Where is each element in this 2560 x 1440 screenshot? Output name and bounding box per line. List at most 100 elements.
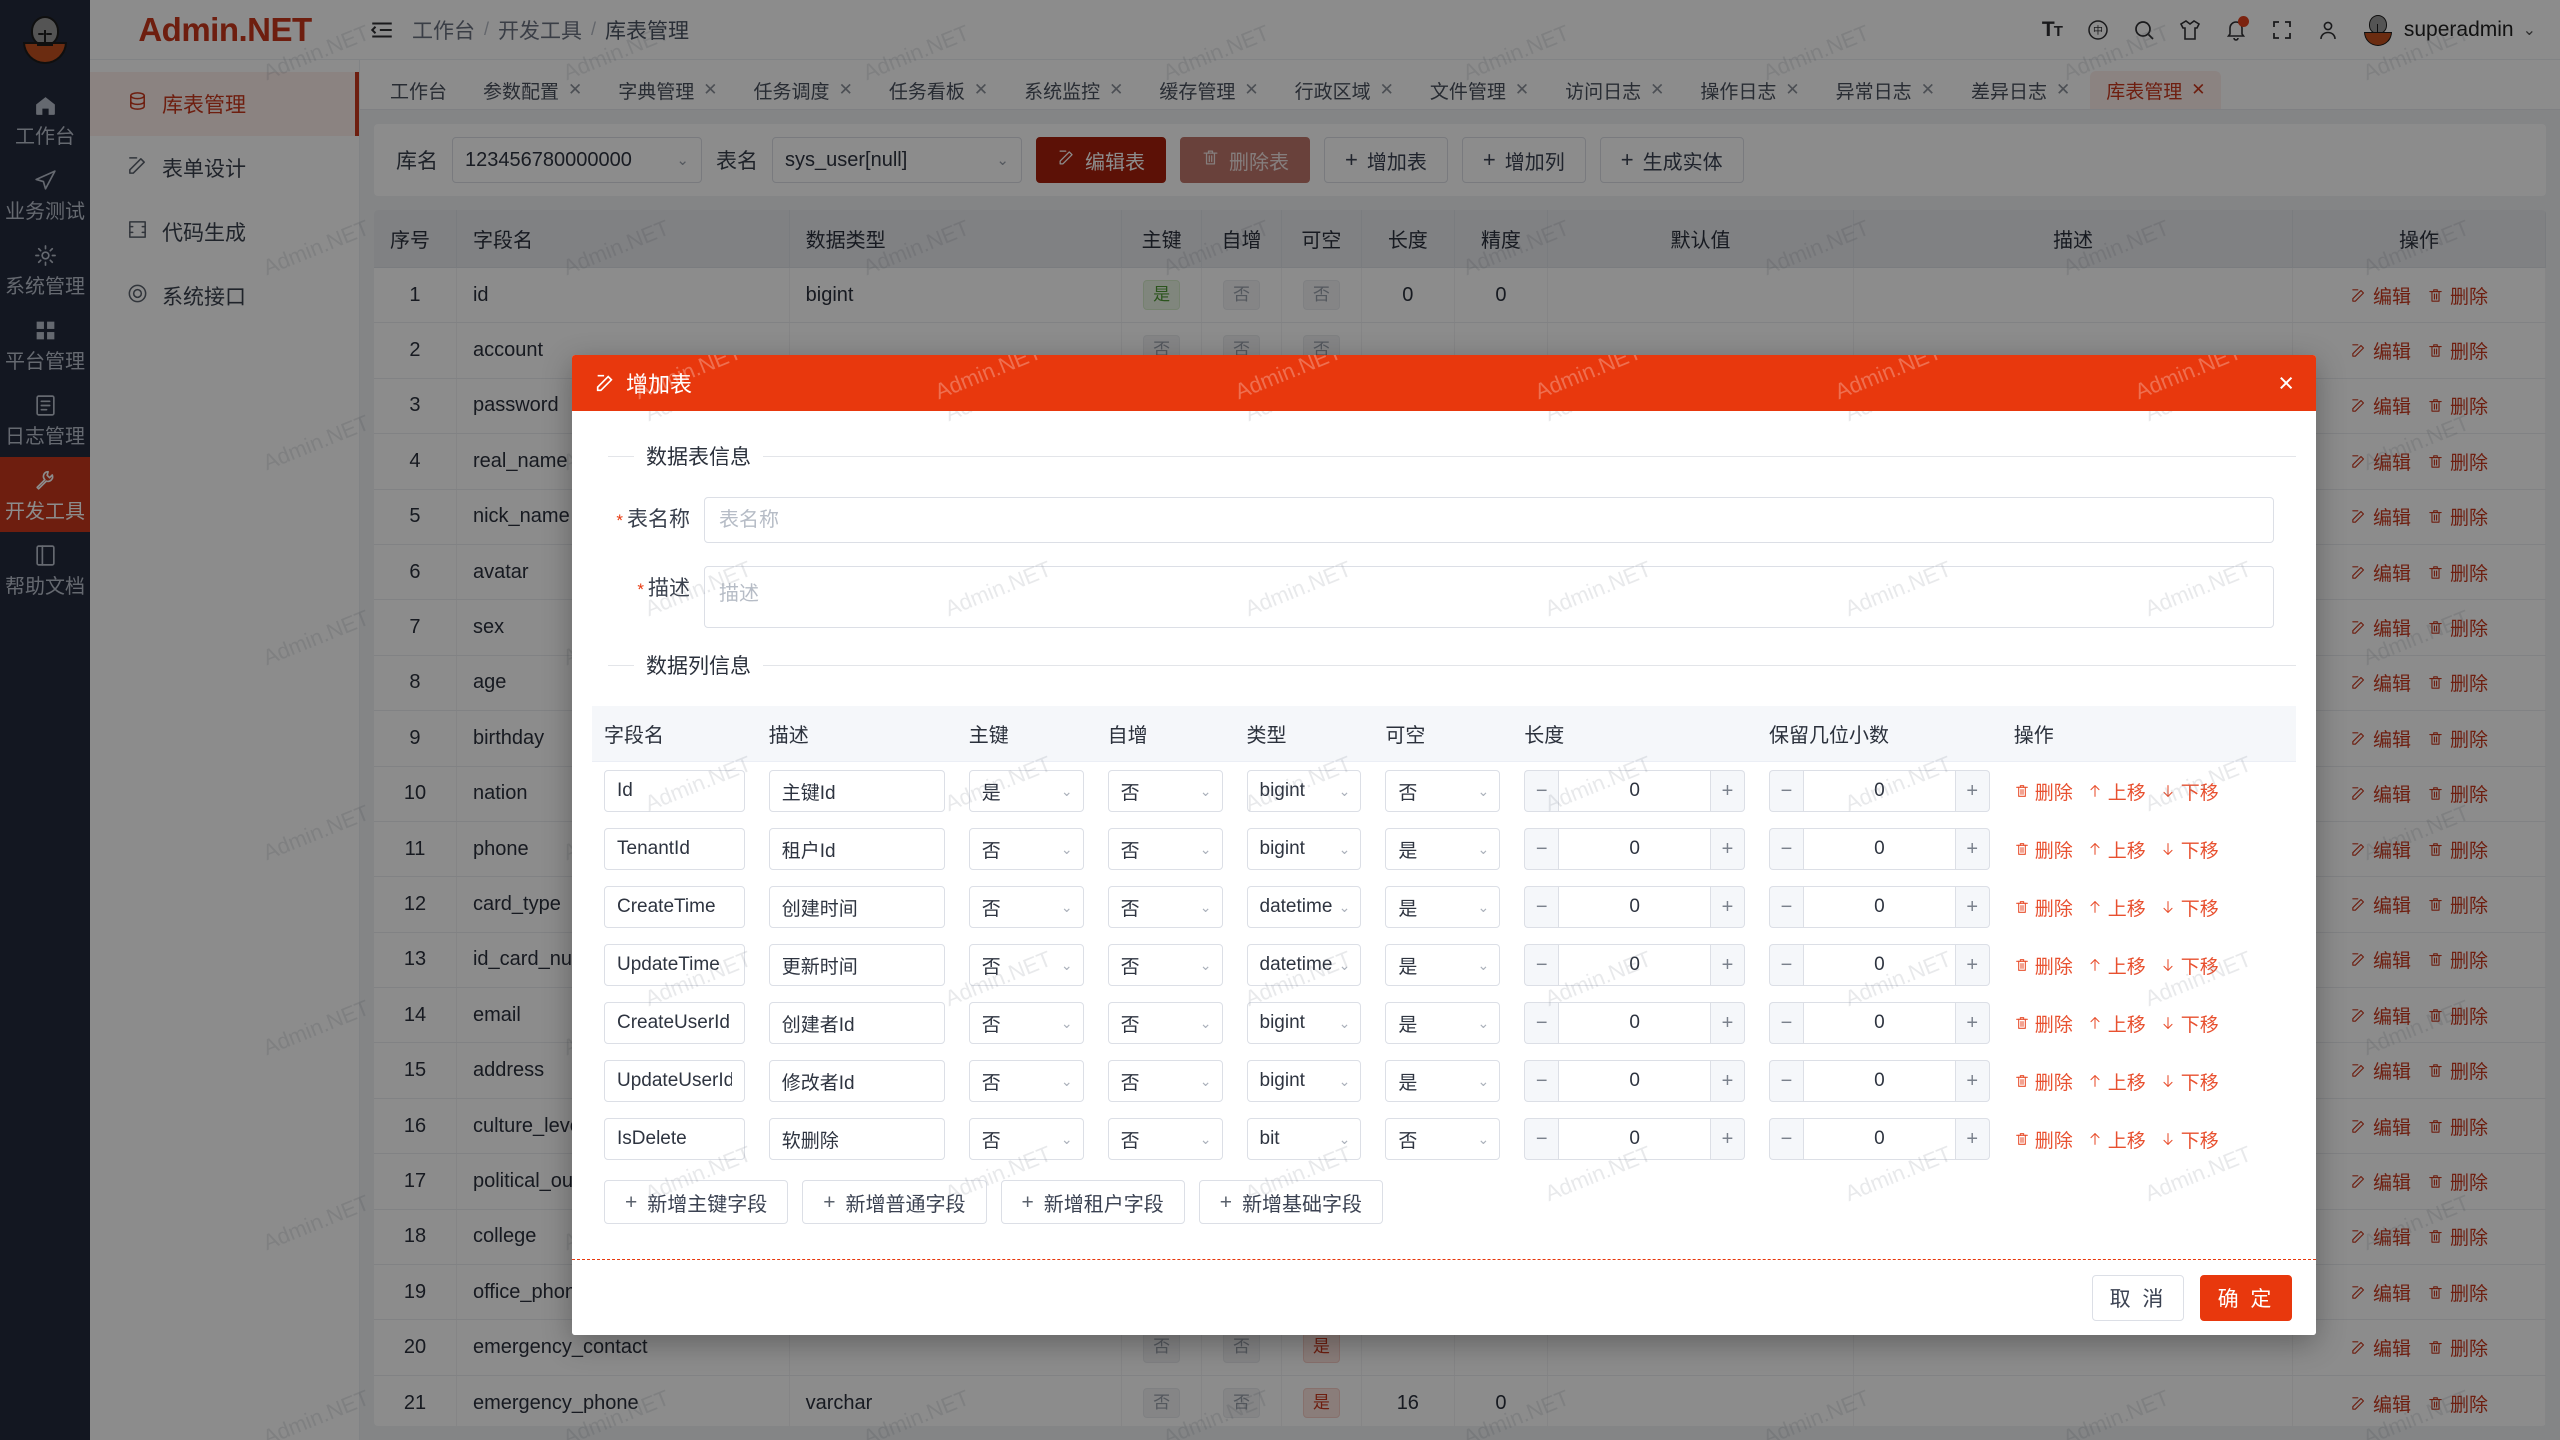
nullable-select[interactable]: 是 ⌄ [1385,828,1501,870]
decrement-button[interactable]: − [1769,1060,1803,1102]
row-delete-button[interactable]: 删除 [2427,1223,2488,1250]
tab-8[interactable]: 文件管理 ✕ [1414,71,1545,109]
decrement-button[interactable]: − [1524,1060,1559,1102]
row-move-down-button[interactable]: 下移 [2160,836,2219,863]
row-move-down-button[interactable]: 下移 [2160,1010,2219,1037]
row-move-down-button[interactable]: 下移 [2160,894,2219,921]
field-desc-input[interactable] [768,886,945,928]
description-textarea[interactable] [704,566,2274,628]
tab-10[interactable]: 操作日志 ✕ [1684,71,1815,109]
row-edit-button[interactable]: 编辑 [2350,1057,2411,1084]
user-menu[interactable]: superadmin ⌄ [2361,13,2536,47]
close-icon[interactable]: ✕ [1244,80,1259,99]
tab-7[interactable]: 行政区域 ✕ [1279,71,1410,109]
row-delete-button[interactable]: 删除 [2014,778,2073,805]
decimals-stepper[interactable]: −0 + [1769,828,1990,870]
row-delete-button[interactable]: 删除 [2427,780,2488,807]
nullable-select[interactable]: 否 ⌄ [1385,1118,1501,1160]
auto-increment-select[interactable]: 否 ⌄ [1107,1060,1223,1102]
increment-button[interactable]: + [1711,1060,1745,1102]
row-edit-button[interactable]: 编辑 [2350,448,2411,475]
row-delete-button[interactable]: 删除 [2014,894,2073,921]
close-icon[interactable]: ✕ [1920,80,1935,99]
close-icon[interactable]: ✕ [1514,80,1530,99]
row-delete-button[interactable]: 删除 [2427,392,2488,419]
row-edit-button[interactable]: 编辑 [2350,559,2411,586]
decrement-button[interactable]: − [1769,886,1803,928]
row-edit-button[interactable]: 编辑 [2350,337,2411,364]
row-edit-button[interactable]: 编辑 [2350,1002,2411,1029]
decrement-button[interactable]: − [1524,1118,1559,1160]
close-icon[interactable]: ✕ [973,80,989,99]
primary-key-select[interactable]: 是 ⌄ [968,770,1084,812]
row-edit-button[interactable]: 编辑 [2350,780,2411,807]
field-name-input[interactable] [604,1118,745,1160]
row-delete-button[interactable]: 删除 [2427,448,2488,475]
tab-5[interactable]: 系统监控 ✕ [1008,71,1139,109]
theme-icon[interactable] [2167,7,2213,53]
field-desc-input[interactable] [768,828,945,870]
table-name-select[interactable]: sys_user[null] ⌄ [772,137,1022,183]
primary-key-select[interactable]: 否 ⌄ [968,1002,1084,1044]
row-edit-button[interactable]: 编辑 [2350,836,2411,863]
length-stepper[interactable]: −0 + [1524,1118,1745,1160]
tab-3[interactable]: 任务调度 ✕ [738,71,869,109]
row-delete-button[interactable]: 删除 [2427,614,2488,641]
close-icon[interactable]: ✕ [568,80,583,99]
primary-key-select[interactable]: 否 ⌄ [968,944,1084,986]
row-move-up-button[interactable]: 上移 [2087,952,2146,979]
field-name-input[interactable] [604,1002,745,1044]
edit-table-button[interactable]: 编辑表 [1036,137,1166,183]
table-name-input[interactable] [704,497,2274,543]
row-move-up-button[interactable]: 上移 [2087,1126,2146,1153]
stepper-value[interactable]: 0 [1558,828,1711,870]
row-delete-button[interactable]: 删除 [2427,836,2488,863]
row-delete-button[interactable]: 删除 [2014,952,2073,979]
close-icon[interactable]: ✕ [2055,80,2071,99]
stepper-value[interactable]: 0 [1558,1118,1711,1160]
decimals-stepper[interactable]: −0 + [1769,1118,1990,1160]
row-edit-button[interactable]: 编辑 [2350,1168,2411,1195]
row-delete-button[interactable]: 删除 [2427,1113,2488,1140]
field-name-input[interactable] [604,828,745,870]
length-stepper[interactable]: −0 + [1524,944,1745,986]
close-icon[interactable]: ✕ [703,80,718,99]
row-edit-button[interactable]: 编辑 [2350,1279,2411,1306]
increment-button[interactable]: + [1955,886,1990,928]
row-move-down-button[interactable]: 下移 [2160,952,2219,979]
decrement-button[interactable]: − [1524,828,1559,870]
submenu-item-0[interactable]: 库表管理 [90,72,359,136]
increment-button[interactable]: + [1955,1060,1990,1102]
length-stepper[interactable]: −0 + [1524,770,1745,812]
row-delete-button[interactable]: 删除 [2014,836,2073,863]
row-delete-button[interactable]: 删除 [2427,1279,2488,1306]
language-icon[interactable]: 中 [2075,7,2121,53]
auto-increment-select[interactable]: 否 ⌄ [1107,1118,1223,1160]
decrement-button[interactable]: − [1769,1118,1803,1160]
decrement-button[interactable]: − [1524,944,1559,986]
decrement-button[interactable]: − [1524,886,1559,928]
decimals-stepper[interactable]: −0 + [1769,886,1990,928]
row-delete-button[interactable]: 删除 [2014,1126,2073,1153]
tab-0[interactable]: 工作台 [374,71,463,109]
row-delete-button[interactable]: 删除 [2427,1002,2488,1029]
primary-key-select[interactable]: 否 ⌄ [968,1060,1084,1102]
row-delete-button[interactable]: 删除 [2427,669,2488,696]
row-move-up-button[interactable]: 上移 [2087,778,2146,805]
increment-button[interactable]: + [1711,1002,1745,1044]
increment-button[interactable]: + [1955,1118,1990,1160]
length-stepper[interactable]: −0 + [1524,828,1745,870]
font-size-icon[interactable]: TT [2041,17,2063,41]
breadcrumb-item-1[interactable]: 开发工具 [498,19,583,43]
row-delete-button[interactable]: 删除 [2427,1334,2488,1361]
increment-button[interactable]: + [1711,886,1745,928]
sidebar-item-5[interactable]: 开发工具 [0,457,90,532]
sidebar-item-3[interactable]: 平台管理 [0,307,90,382]
data-type-select[interactable]: datetime ⌄ [1246,944,1362,986]
row-delete-button[interactable]: 删除 [2427,559,2488,586]
decimals-stepper[interactable]: −0 + [1769,1002,1990,1044]
search-icon[interactable] [2121,7,2167,53]
close-icon[interactable]: ✕ [1785,80,1800,99]
sidebar-item-0[interactable]: 工作台 [0,82,90,157]
account-icon[interactable] [2305,7,2351,53]
